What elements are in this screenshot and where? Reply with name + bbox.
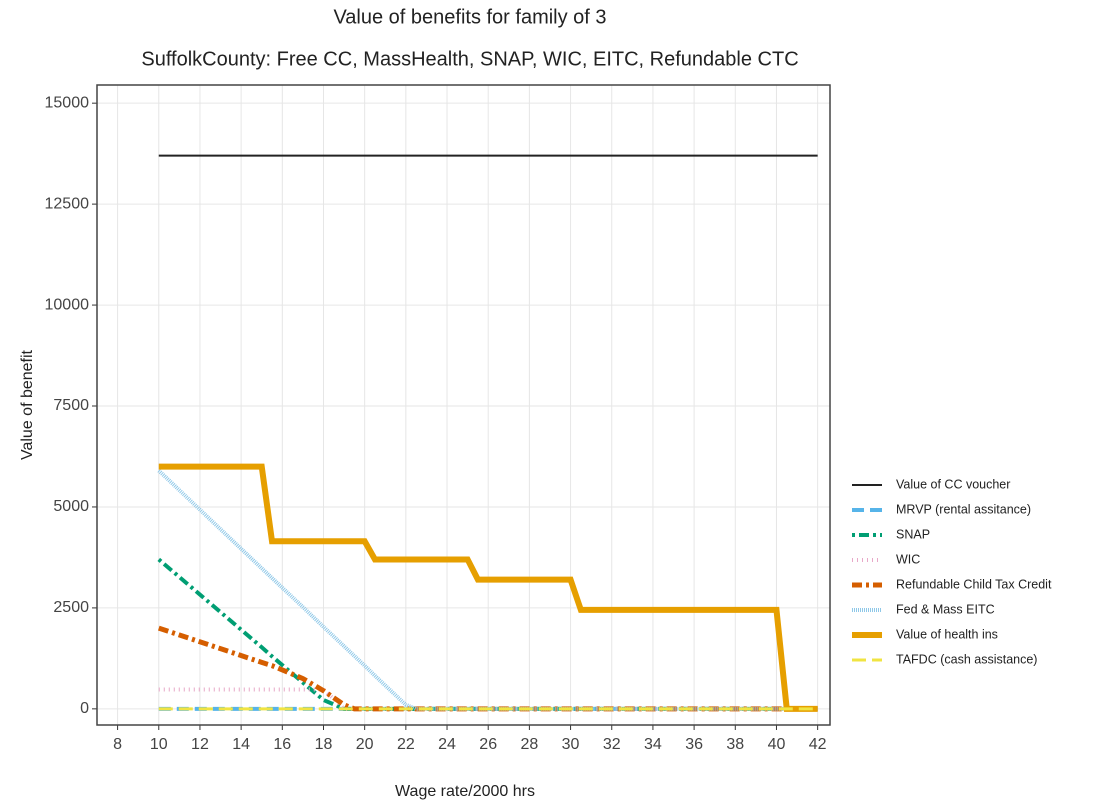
x-tick-label: 28 xyxy=(520,736,538,753)
y-tick-label: 0 xyxy=(80,700,89,717)
y-tick-label: 12500 xyxy=(45,195,90,212)
x-tick-label: 34 xyxy=(644,736,662,753)
y-tick-label: 10000 xyxy=(45,296,90,313)
legend-label: SNAP xyxy=(896,527,930,541)
legend-label: Refundable Child Tax Credit xyxy=(896,577,1052,591)
x-tick-label: 12 xyxy=(191,736,209,753)
x-axis-label: Wage rate/2000 hrs xyxy=(395,783,535,800)
legend-label: WIC xyxy=(896,552,920,566)
y-tick-label: 15000 xyxy=(45,94,90,111)
plot-border xyxy=(96,84,831,726)
legend-label: MRVP (rental assitance) xyxy=(896,502,1031,516)
chart-subtitle: SuffolkCounty: Free CC, MassHealth, SNAP… xyxy=(141,48,798,70)
x-tick-label: 42 xyxy=(809,736,827,753)
x-tick-label: 18 xyxy=(315,736,333,753)
legend-label: Value of CC voucher xyxy=(896,477,1010,491)
plot-background xyxy=(97,85,830,725)
legend-label: TAFDC (cash assistance) xyxy=(896,652,1037,666)
x-tick-label: 26 xyxy=(479,736,497,753)
y-tick-label: 7500 xyxy=(53,397,89,414)
series-line xyxy=(158,463,818,712)
x-tick-label: 36 xyxy=(685,736,703,753)
x-tick-label: 40 xyxy=(768,736,786,753)
x-tick-label: 8 xyxy=(113,736,122,753)
x-tick-label: 32 xyxy=(603,736,621,753)
x-tick-label: 10 xyxy=(150,736,168,753)
y-tick-label: 2500 xyxy=(53,599,89,616)
x-tick-label: 38 xyxy=(726,736,744,753)
x-tick-label: 16 xyxy=(273,736,291,753)
x-tick-label: 30 xyxy=(562,736,580,753)
y-axis-label: Value of benefit xyxy=(19,349,36,460)
legend-label: Fed & Mass EITC xyxy=(896,602,995,616)
x-tick-label: 22 xyxy=(397,736,415,753)
y-tick-label: 5000 xyxy=(53,498,89,515)
chart-title: Value of benefits for family of 3 xyxy=(333,6,606,28)
series-line xyxy=(157,469,818,711)
x-tick-label: 24 xyxy=(438,736,456,753)
legend-label: Value of health ins xyxy=(896,627,998,641)
x-tick-label: 20 xyxy=(356,736,374,753)
x-tick-label: 14 xyxy=(232,736,250,753)
